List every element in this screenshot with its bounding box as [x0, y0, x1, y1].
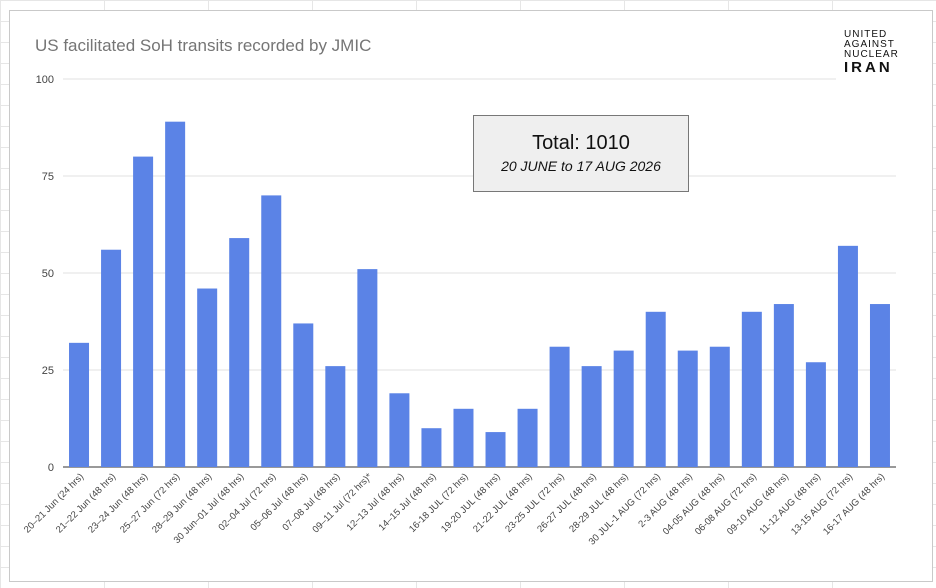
date-range-label: 20 JUNE to 17 AUG 2026 [501, 158, 661, 174]
bar[interactable] [869, 304, 890, 467]
bar[interactable] [773, 304, 794, 467]
bar[interactable] [581, 366, 602, 467]
bar[interactable] [645, 311, 666, 467]
y-tick-label: 25 [42, 365, 54, 377]
x-tick-label: 21-22 JUL (48 hrs) [471, 471, 535, 535]
bar[interactable] [101, 249, 122, 467]
united-against-nuclear-iran-logo: UNITED AGAINST NUCLEAR IRAN [844, 30, 910, 76]
bar[interactable] [741, 311, 762, 467]
bar[interactable] [357, 269, 378, 467]
bar[interactable] [293, 323, 314, 467]
logo-line-iran: IRAN [844, 59, 893, 76]
bar[interactable] [837, 245, 858, 467]
x-tick-label: 23–24 Jun (48 hrs) [86, 471, 150, 535]
x-tick-label: 05–06 Jul (48 hrs) [248, 471, 310, 533]
total-annotation-box: Total: 1010 20 JUNE to 17 AUG 2026 [473, 115, 689, 192]
x-tick-label: 28–29 Jun (48 hrs) [150, 471, 214, 535]
bar[interactable] [133, 156, 154, 467]
chart-frame[interactable] [9, 10, 933, 582]
bar[interactable] [229, 238, 250, 467]
bar[interactable] [389, 393, 410, 467]
x-tick-label: 16-17 AUG (48 hrs) [821, 471, 887, 537]
bar[interactable] [549, 346, 570, 467]
y-tick-label: 75 [42, 171, 54, 183]
bar[interactable] [677, 350, 698, 467]
chart-title: US facilitated SoH transits recorded by … [35, 36, 372, 55]
y-tick-label: 0 [48, 462, 54, 474]
logo-line-nuclear: NUCLEAR [844, 49, 899, 60]
x-tick-label: 16-18 JUL (72 hrs) [407, 471, 471, 535]
bar[interactable] [421, 428, 442, 467]
logo-line-united: UNITED [844, 29, 888, 40]
x-tick-label: 25–27 Jun (72 hrs) [118, 471, 182, 535]
x-tick-label: 19-20 JUL (48 hrs) [439, 471, 503, 535]
x-tick-label: 12–13 Jul (48 hrs) [345, 471, 407, 533]
bar[interactable] [197, 288, 218, 467]
x-tick-label: 14–15 Jul (48 hrs) [377, 471, 439, 533]
x-tick-label: 20–21 Jun (24 hrs) [22, 471, 86, 535]
bar[interactable] [613, 350, 634, 467]
total-label: Total: 1010 [532, 132, 630, 154]
bar[interactable] [517, 408, 538, 467]
x-tick-label: 21–22 Jun (48 hrs) [54, 471, 118, 535]
bar[interactable] [69, 342, 90, 467]
bar[interactable] [805, 362, 826, 467]
x-tick-label: 26-27 JUL (48 hrs) [535, 471, 599, 535]
x-tick-label: 09–11 Jul (72 hrs)* [310, 471, 374, 535]
x-tick-label: 02–04 Jul (72 hrs) [216, 471, 278, 533]
y-tick-label: 50 [42, 268, 54, 280]
bar[interactable] [261, 195, 282, 467]
logo-line-against: AGAINST [844, 39, 895, 50]
bar[interactable] [485, 432, 506, 467]
bar[interactable] [325, 366, 346, 467]
x-tick-label: 23-25 JUL (72 hrs) [503, 471, 567, 535]
bar[interactable] [453, 408, 474, 467]
x-tick-label: 07–08 Jul (48 hrs) [281, 471, 343, 533]
bar[interactable] [165, 121, 186, 468]
bar[interactable] [709, 346, 730, 467]
x-tick-label: 28-29 JUL (48 hrs) [567, 471, 631, 535]
y-tick-label: 100 [36, 74, 54, 86]
